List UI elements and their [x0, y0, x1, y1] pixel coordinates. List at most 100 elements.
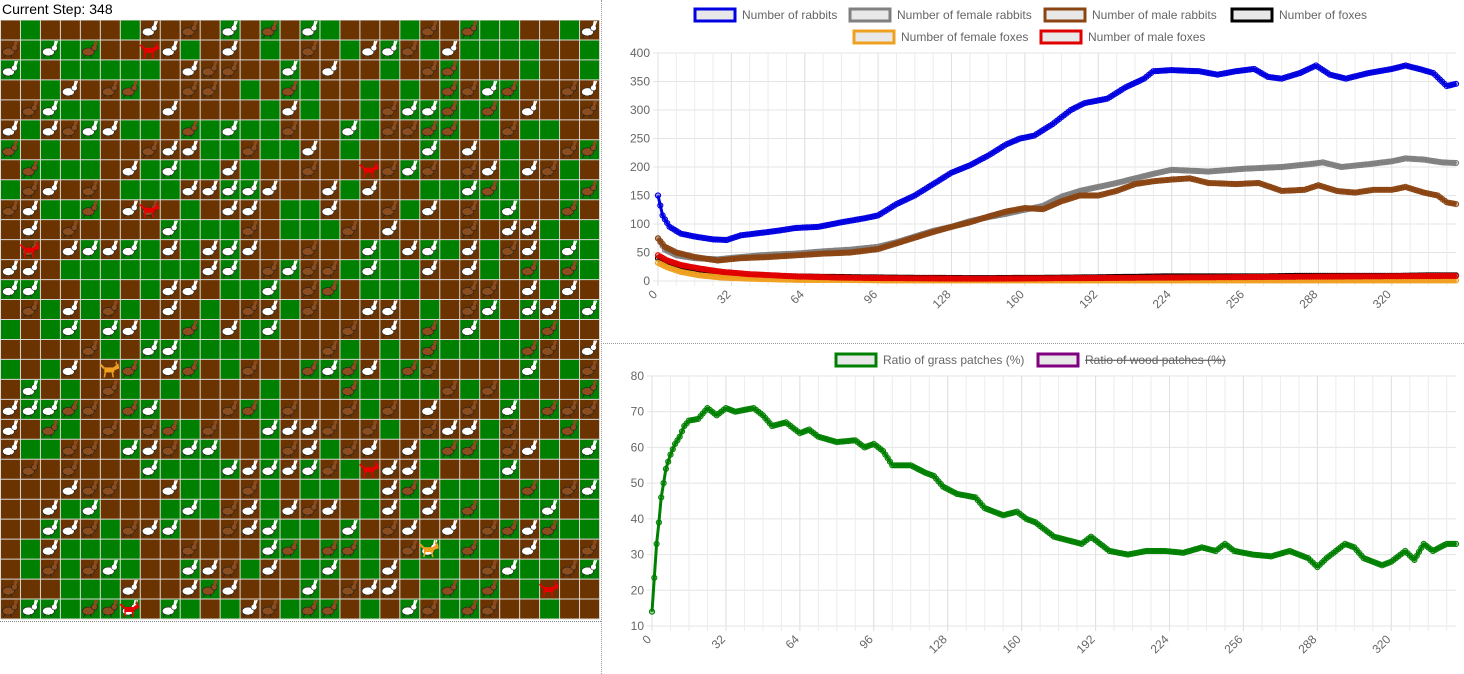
wood-patch — [419, 279, 440, 300]
grass-patch — [539, 279, 560, 300]
grass-patch — [379, 419, 400, 440]
legend-item[interactable]: Number of female rabbits — [848, 7, 1032, 23]
white-rabbit-icon — [461, 260, 478, 278]
wood-patch — [60, 139, 81, 160]
white-rabbit-icon — [401, 160, 418, 178]
white-rabbit-icon — [261, 420, 278, 438]
white-rabbit-icon — [581, 20, 598, 39]
wood-patch — [160, 119, 181, 140]
legend-item[interactable]: Number of male foxes — [1039, 29, 1205, 45]
wood-patch — [80, 379, 101, 400]
legend-item[interactable]: Ratio of grass patches (%) — [834, 352, 1024, 368]
wood-patch — [40, 339, 61, 360]
wood-patch — [140, 559, 161, 580]
grass-patch — [479, 119, 500, 140]
brown-rabbit-icon — [541, 340, 558, 358]
grass-patch — [439, 179, 460, 200]
brown-rabbit-icon — [481, 180, 498, 198]
wood-patch — [499, 479, 520, 500]
legend-item[interactable]: Number of rabbits — [693, 7, 837, 23]
wood-patch — [479, 139, 500, 160]
grass-patch — [439, 559, 460, 580]
brown-rabbit-icon — [241, 400, 258, 418]
white-rabbit-icon — [221, 260, 238, 278]
white-rabbit-icon — [121, 200, 139, 218]
x-tick-label: 256 — [1223, 287, 1247, 311]
wood-patch — [479, 359, 500, 380]
wood-patch — [200, 39, 221, 60]
wood-patch — [160, 559, 181, 580]
white-rabbit-icon — [181, 499, 198, 518]
wood-patch — [519, 419, 540, 440]
y-tick-label: 10 — [631, 619, 645, 633]
white-rabbit-icon — [401, 440, 418, 458]
white-rabbit-icon — [161, 300, 178, 318]
y-tick-label: 300 — [630, 103, 650, 117]
brown-rabbit-icon — [341, 320, 358, 338]
brown-rabbit-icon — [62, 120, 79, 139]
grass-patch — [120, 259, 141, 280]
white-rabbit-icon — [581, 340, 598, 358]
grass-patch — [439, 499, 460, 520]
wood-patch — [439, 399, 460, 420]
wood-patch — [240, 39, 261, 60]
brown-rabbit-icon — [201, 80, 218, 99]
x-tick-label: 160 — [1003, 287, 1027, 311]
grass-patch — [280, 219, 301, 240]
brown-rabbit-icon — [501, 120, 518, 139]
wood-patch — [100, 99, 121, 120]
grass-patch — [260, 139, 281, 160]
legend-item[interactable]: Ratio of wood patches (%) — [1036, 352, 1226, 368]
legend-label: Number of rabbits — [742, 8, 837, 22]
white-rabbit-icon — [461, 420, 478, 438]
fox-icon — [538, 580, 559, 598]
white-rabbit-icon — [321, 180, 338, 198]
white-rabbit-icon — [2, 60, 19, 79]
white-rabbit-icon — [261, 539, 278, 558]
white-rabbit-icon — [241, 519, 258, 538]
wood-patch — [180, 379, 201, 400]
x-tick-label: 192 — [1076, 287, 1100, 311]
grass-patch — [319, 439, 340, 460]
grass-patch — [419, 179, 440, 200]
legend-item[interactable]: Number of female foxes — [852, 29, 1028, 45]
brown-rabbit-icon — [541, 519, 558, 538]
grass-patch — [120, 299, 141, 320]
white-rabbit-icon — [521, 100, 538, 119]
grass-patch — [220, 339, 241, 360]
brown-rabbit-icon — [381, 100, 398, 119]
brown-rabbit-icon — [221, 400, 238, 418]
white-rabbit-icon — [221, 200, 238, 218]
brown-rabbit-icon — [102, 80, 119, 99]
wood-patch — [319, 379, 340, 400]
legend-item[interactable]: Number of male rabbits — [1043, 7, 1217, 23]
brown-rabbit-icon — [321, 539, 338, 558]
wood-patch — [140, 539, 161, 560]
wood-patch — [240, 419, 261, 440]
wood-patch — [319, 99, 340, 120]
legend-item[interactable]: Number of foxes — [1230, 7, 1367, 23]
wood-patch — [140, 299, 161, 320]
brown-rabbit-icon — [341, 360, 358, 378]
grass-patch — [359, 279, 380, 300]
brown-rabbit-icon — [501, 80, 518, 99]
white-rabbit-icon — [381, 579, 398, 598]
grass-patch — [280, 519, 301, 540]
grass-patch — [300, 479, 320, 500]
wood-patch — [100, 219, 121, 240]
brown-rabbit-icon — [181, 120, 198, 139]
wood-patch — [539, 20, 560, 40]
white-rabbit-icon — [421, 400, 438, 418]
wood-patch — [20, 79, 41, 100]
grass-patch — [479, 259, 500, 280]
grass-patch — [120, 539, 141, 560]
brown-rabbit-icon — [321, 260, 338, 278]
data-point — [669, 446, 676, 453]
wood-patch — [40, 219, 61, 240]
grass-patch — [479, 419, 500, 440]
grass-patch — [319, 479, 340, 500]
data-point — [665, 458, 672, 465]
brown-rabbit-icon — [121, 519, 139, 538]
wood-patch — [559, 319, 580, 340]
white-rabbit-icon — [141, 519, 158, 538]
